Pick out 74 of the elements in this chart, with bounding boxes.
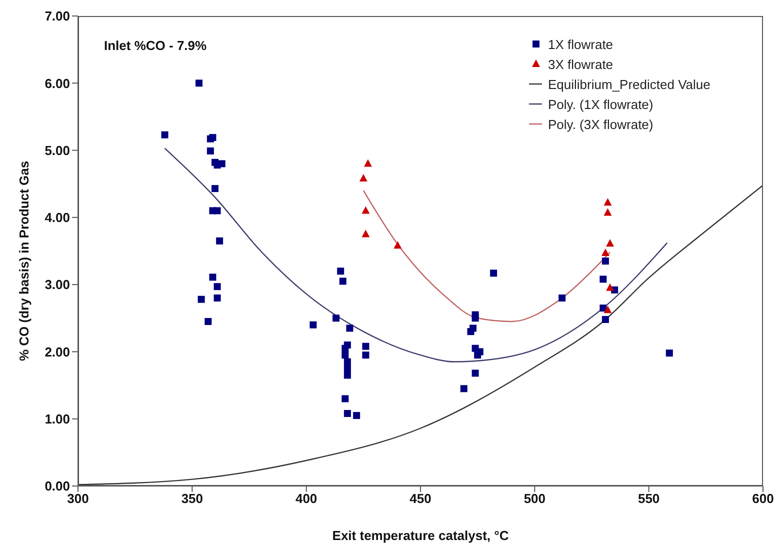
y-tick-label: 2.00 (44, 344, 70, 360)
point (362, 206, 370, 214)
point (602, 258, 609, 265)
point (209, 134, 216, 142)
x-tick-label: 300 (67, 491, 89, 506)
point (362, 352, 370, 359)
y-tick-label: 4.00 (44, 210, 70, 226)
point (359, 174, 368, 182)
point (196, 80, 203, 87)
point (310, 321, 317, 328)
point (204, 318, 212, 325)
point (344, 372, 351, 379)
annotation: Inlet %CO - 7.9% (104, 38, 207, 53)
x-tick-label: 600 (752, 491, 774, 506)
point (472, 311, 479, 318)
legend-label: 3X flowrate (548, 56, 614, 72)
point (214, 294, 221, 302)
point (604, 208, 612, 216)
point (472, 370, 479, 377)
y-axis-title: % CO (dry basis) in Product Gas (16, 160, 32, 361)
point (362, 342, 370, 350)
point (476, 348, 484, 356)
point (346, 324, 354, 332)
y-tick-label: 0.00 (44, 478, 70, 494)
point (198, 296, 205, 303)
point (342, 395, 349, 402)
point (344, 342, 351, 348)
point (600, 276, 607, 283)
point (212, 185, 218, 192)
line-series (164, 148, 668, 362)
x-tick-label: 550 (638, 491, 660, 506)
y-tick-label: 7.00 (44, 8, 70, 24)
point (490, 270, 498, 277)
point (362, 230, 370, 238)
legend-label: Equilibrium_Predicted Value (548, 76, 710, 92)
point (604, 306, 612, 314)
legend-label: 1X flowrate (548, 36, 614, 52)
point (558, 294, 566, 302)
point (342, 352, 349, 359)
point (206, 147, 214, 154)
point (460, 385, 468, 392)
point (214, 207, 221, 214)
point (218, 160, 226, 168)
point (344, 410, 351, 417)
point (600, 304, 607, 312)
x-axis-title: Exit temperature catalyst, °C (332, 528, 510, 543)
legend-label: Poly. (3X flowrate) (548, 116, 654, 132)
line-series (362, 190, 611, 322)
point (337, 268, 344, 275)
x-tick-label: 500 (524, 491, 546, 506)
point (216, 237, 224, 244)
point (601, 248, 610, 256)
y-tick-label: 6.00 (44, 76, 70, 91)
y-tick-label: 3.00 (44, 277, 70, 292)
point (602, 316, 609, 323)
y-tick-label: 5.00 (44, 142, 70, 158)
point (470, 324, 477, 332)
point (209, 274, 216, 281)
x-tick-label: 450 (410, 491, 432, 506)
y-tick-label: 1.00 (44, 411, 70, 426)
point (394, 241, 402, 249)
point (214, 283, 221, 290)
point (339, 278, 346, 285)
point (604, 198, 612, 206)
point (606, 283, 614, 291)
point (364, 159, 372, 167)
x-tick-label: 350 (181, 491, 204, 506)
point (606, 239, 614, 247)
point (353, 412, 360, 419)
legend-label: Poly. (1X flowrate) (548, 96, 654, 112)
point (332, 314, 340, 322)
point (161, 131, 168, 138)
x-tick-label: 400 (295, 491, 318, 506)
point (666, 350, 673, 357)
